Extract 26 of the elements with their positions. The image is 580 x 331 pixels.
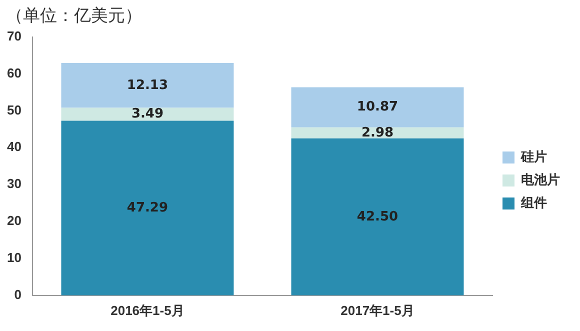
bar: [291, 127, 464, 138]
bar: [61, 62, 234, 108]
bar: [61, 108, 234, 121]
legend-label: 电池片: [521, 172, 560, 188]
data-label: 3.49: [131, 106, 164, 122]
y-tick-label: 10: [6, 250, 22, 266]
x-tick-label: 2016年1-5月: [110, 302, 184, 318]
y-tick-label: 30: [6, 176, 22, 192]
y-tick-label: 60: [6, 65, 22, 80]
legend-label: 组件: [520, 195, 547, 210]
y-tick-label: 20: [6, 213, 22, 228]
bar: [291, 87, 464, 128]
data-label: 42.50: [356, 209, 398, 224]
y-tick-label: 70: [6, 28, 22, 44]
data-label: 47.29: [126, 200, 168, 216]
y-tick-label: 40: [6, 139, 22, 154]
x-tick-label: 2017年1-5月: [340, 302, 414, 318]
bar: [291, 138, 464, 296]
chart-title: （单位：亿美元）: [6, 5, 142, 27]
data-label: 10.87: [356, 100, 398, 115]
data-label: 2.98: [361, 125, 394, 140]
data-label: 12.13: [126, 78, 168, 93]
y-tick-label: 0: [14, 286, 22, 302]
legend-label: 硅片: [520, 149, 547, 164]
bar: [61, 120, 234, 296]
y-tick-label: 50: [6, 102, 22, 118]
